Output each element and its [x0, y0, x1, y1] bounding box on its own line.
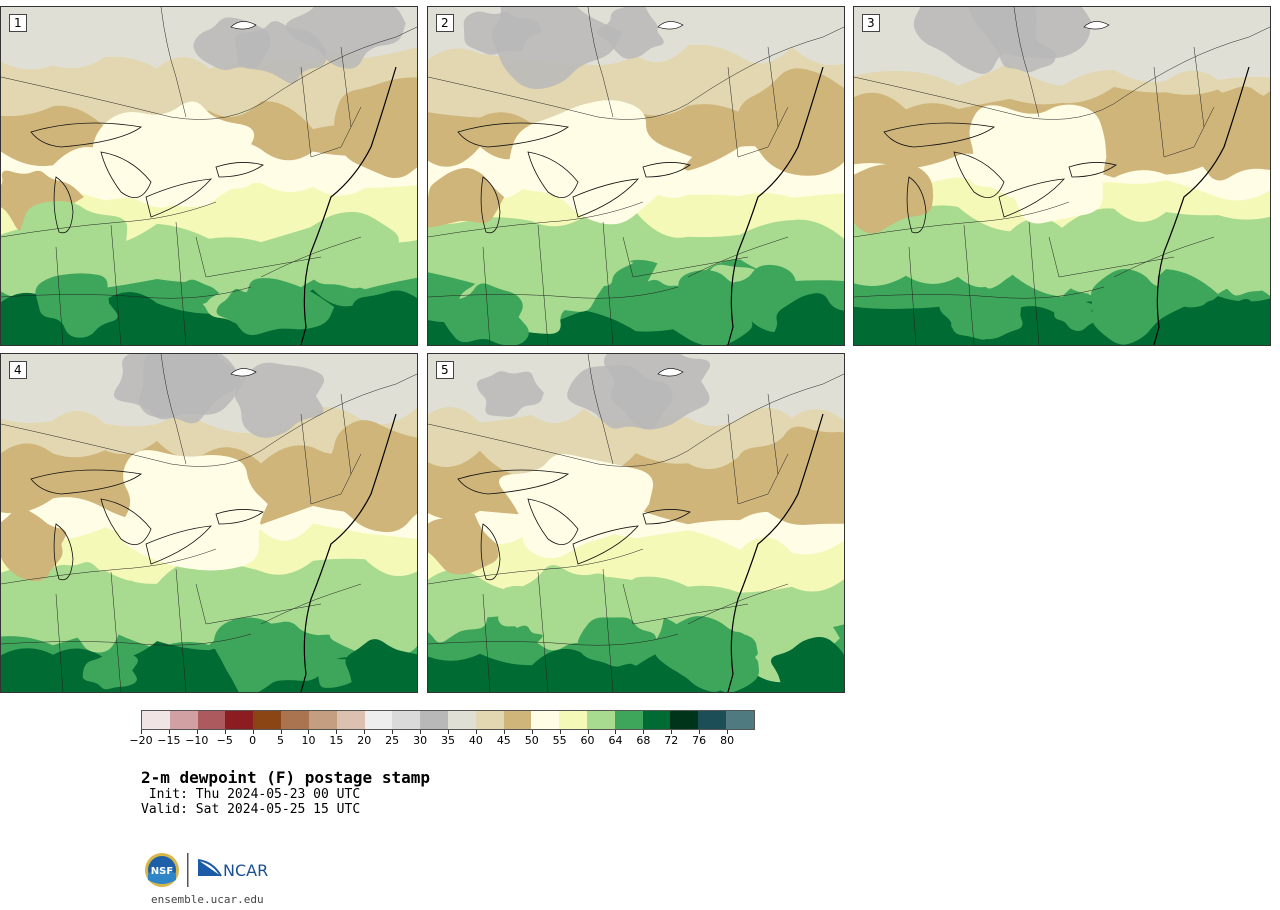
colorbar-tick-label: 50: [524, 734, 539, 747]
colorbar-swatch: [475, 711, 504, 729]
dewpoint-field-map: [1, 354, 417, 692]
colorbar-tick-mark: [280, 730, 282, 734]
dewpoint-field-map: [428, 354, 844, 692]
ncar-mark-icon: [198, 860, 221, 876]
colorbar-tick-label: 10: [301, 734, 316, 747]
colorbar-tick-label: 5: [277, 734, 285, 747]
colorbar-swatch: [531, 711, 560, 729]
colorbar-swatch: [587, 711, 615, 729]
colorbar-swatch: [642, 711, 671, 729]
stamp-panel-4: 4: [0, 353, 418, 693]
stamp-panel-3: 3: [853, 6, 1271, 346]
colorbar-tick-label: 0: [249, 734, 257, 747]
ncar-logo-text: NCAR: [223, 861, 268, 880]
dewpoint-field-map: [428, 7, 844, 345]
stamp-member-label: 1: [9, 14, 27, 32]
colorbar-tick-mark: [503, 730, 505, 734]
colorbar-tick-mark: [392, 730, 394, 734]
colorbar-tick-mark: [475, 730, 477, 734]
nsf-logo-text: NSF: [151, 866, 173, 877]
colorbar-tick-mark: [141, 730, 142, 734]
colorbar-swatch: [447, 711, 476, 729]
colorbar-tick-label: 35: [441, 734, 455, 747]
colorbar-swatch: [336, 711, 365, 729]
colorbar-swatch: [142, 711, 170, 729]
stamp-member-label: 5: [436, 361, 454, 379]
colorbar-tick-label: 30: [413, 734, 428, 747]
colorbar-tick-label: 76: [692, 734, 707, 747]
valid-time: Valid: Sat 2024-05-25 15 UTC: [141, 802, 361, 817]
nsf-ncar-logo: NSF NCAR: [145, 853, 268, 887]
colorbar-tick-mark: [364, 730, 366, 734]
dewpoint-colorbar: [141, 710, 755, 730]
colorbar-tick-mark: [308, 730, 310, 734]
colorbar-tick-mark: [615, 730, 617, 734]
colorbar-tick-label: 72: [664, 734, 679, 747]
colorbar-tick-label: 80: [720, 734, 735, 747]
colorbar-tick-label: 55: [552, 734, 567, 747]
colorbar-tick-label: 40: [468, 734, 483, 747]
colorbar-swatch: [169, 711, 198, 729]
colorbar-tick-mark: [224, 730, 226, 734]
nsf-seal-icon: NSF: [145, 853, 179, 887]
colorbar-tick-label: 68: [636, 734, 651, 747]
colorbar-tick-label: 20: [357, 734, 372, 747]
colorbar-tick-mark: [448, 730, 449, 734]
colorbar-tick-label: −20: [129, 734, 153, 747]
colorbar-tick-mark: [420, 730, 422, 734]
colorbar-swatch: [726, 711, 754, 729]
colorbar-tick-mark: [727, 730, 729, 734]
colorbar-tick-mark: [643, 730, 645, 734]
colorbar-tick-mark: [531, 730, 533, 734]
stamp-member-label: 2: [436, 14, 454, 32]
colorbar-swatch: [670, 711, 699, 729]
colorbar-tick-label: 15: [329, 734, 344, 747]
colorbar-tick-mark: [252, 730, 254, 734]
colorbar-swatch: [197, 711, 226, 729]
colorbar-tick-label: −5: [216, 734, 233, 747]
colorbar-tick-mark: [559, 730, 561, 734]
colorbar-tick-mark: [671, 730, 673, 734]
colorbar-swatch: [698, 711, 727, 729]
colorbar-tick-mark: [196, 730, 198, 734]
colorbar-tick-labels: −20 −15 −10 −5 0 5 10 15 20 25 30 35 40 45 50 55 60 64 68 7…: [0, 730, 1280, 748]
colorbar-swatch: [281, 711, 309, 729]
stamp-member-label: 4: [9, 361, 27, 379]
colorbar-swatch: [503, 711, 532, 729]
colorbar-swatch: [253, 711, 282, 729]
source-url: ensemble.ucar.edu: [151, 893, 264, 906]
colorbar-swatch: [614, 711, 643, 729]
colorbar-tick-label: 25: [385, 734, 400, 747]
colorbar-tick-mark: [587, 730, 589, 734]
dewpoint-field-map: [1, 7, 417, 345]
colorbar-tick-label: 60: [580, 734, 595, 747]
stamp-panel-1: 1: [0, 6, 418, 346]
colorbar-swatch: [364, 711, 393, 729]
colorbar-tick-label: 45: [496, 734, 511, 747]
colorbar-swatch: [308, 711, 337, 729]
colorbar-swatch: [420, 711, 448, 729]
colorbar-tick-label: −10: [185, 734, 209, 747]
colorbar-tick-mark: [336, 730, 338, 734]
colorbar-tick-label: 64: [608, 734, 623, 747]
colorbar-tick-mark: [699, 730, 701, 734]
stamp-panel-2: 2: [427, 6, 845, 346]
colorbar-swatch: [559, 711, 587, 729]
stamp-member-label: 3: [862, 14, 880, 32]
init-time: Init: Thu 2024-05-23 00 UTC: [141, 787, 361, 802]
colorbar-tick-label: −15: [157, 734, 181, 747]
colorbar-swatch: [225, 711, 254, 729]
dewpoint-field-map: [854, 7, 1270, 345]
stamp-panel-5: 5: [427, 353, 845, 693]
colorbar-swatch: [392, 711, 421, 729]
chart-title: 2-m dewpoint (F) postage stamp: [141, 768, 430, 787]
colorbar-tick-mark: [168, 730, 170, 734]
